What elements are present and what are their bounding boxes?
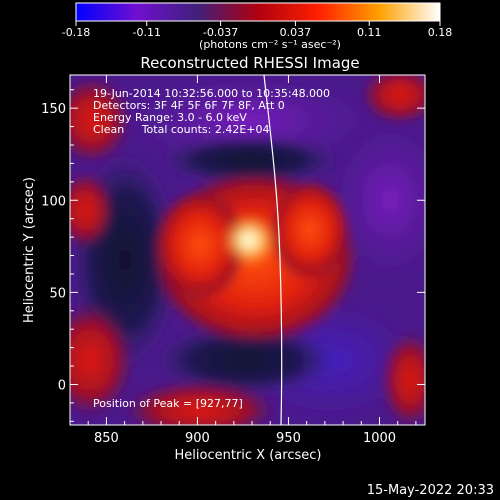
blob-red-left xyxy=(70,170,115,250)
annotation-energy-range: Energy Range: 3.0 - 6.0 keV xyxy=(93,111,247,124)
annotation-clean-counts: Clean Total counts: 2.42E+04 xyxy=(93,123,270,136)
source-right-lobe xyxy=(270,180,350,280)
y-axis-title: Heliocentric Y (arcsec) xyxy=(22,177,37,323)
annotation-peak-position: Position of Peak = [927,77] xyxy=(93,397,243,410)
colorbar-tick-label: -0.11 xyxy=(133,26,161,39)
annotation-detectors: Detectors: 3F 4F 5F 6F 7F 8F, Att 0 xyxy=(93,99,285,112)
x-axis-title: Heliocentric X (arcsec) xyxy=(175,448,322,463)
annotation-time-range: 19-Jun-2014 10:32:56.000 to 10:35:48.000 xyxy=(93,87,330,100)
colorbar xyxy=(75,2,441,22)
chart-title: Reconstructed RHESSI Image xyxy=(140,54,359,72)
source-peak xyxy=(221,214,277,266)
x-tick-label: 900 xyxy=(185,431,210,446)
blob-dark-top xyxy=(160,135,340,185)
blob-dark-bottom xyxy=(155,325,335,395)
blob-red-right-bottom xyxy=(380,330,425,425)
y-axis: 0 50 100 150 xyxy=(41,89,425,422)
y-tick-label: 100 xyxy=(41,194,66,209)
x-tick-label: 950 xyxy=(276,431,301,446)
blob-red-bottom xyxy=(120,380,280,425)
y-tick-label: 50 xyxy=(49,286,66,301)
colorbar-tick-label: -0.18 xyxy=(62,26,90,39)
colorbar-tick-label: 0.18 xyxy=(428,26,453,39)
blob-red-top-left xyxy=(70,75,132,165)
footer-timestamp: 15-May-2022 20:33 xyxy=(367,483,494,498)
y-tick-label: 150 xyxy=(41,102,66,117)
colorbar-tick-label: 0.037 xyxy=(280,26,312,39)
colorbar-units: (photons cm⁻² s⁻¹ asec⁻²) xyxy=(199,38,341,51)
blob-purple-top xyxy=(120,75,380,165)
blob-red-top-right xyxy=(360,75,425,125)
solar-limb-line xyxy=(263,75,283,425)
y-tick-label: 0 xyxy=(58,378,66,393)
colorbar-ticks: -0.18 -0.11 -0.037 0.037 0.11 0.18 xyxy=(62,21,452,39)
blob-red-bottom-left xyxy=(70,300,135,420)
x-tick-label: 1000 xyxy=(363,431,396,446)
colorbar-tick-label: -0.037 xyxy=(203,26,238,39)
source-left-lobe xyxy=(155,190,245,300)
heatmap-image xyxy=(70,75,425,425)
x-tick-label: 850 xyxy=(94,431,119,446)
colorbar-tick-label: 0.11 xyxy=(357,26,382,39)
plot-frame xyxy=(69,74,426,426)
x-axis: 850 900 950 1000 xyxy=(69,75,417,446)
